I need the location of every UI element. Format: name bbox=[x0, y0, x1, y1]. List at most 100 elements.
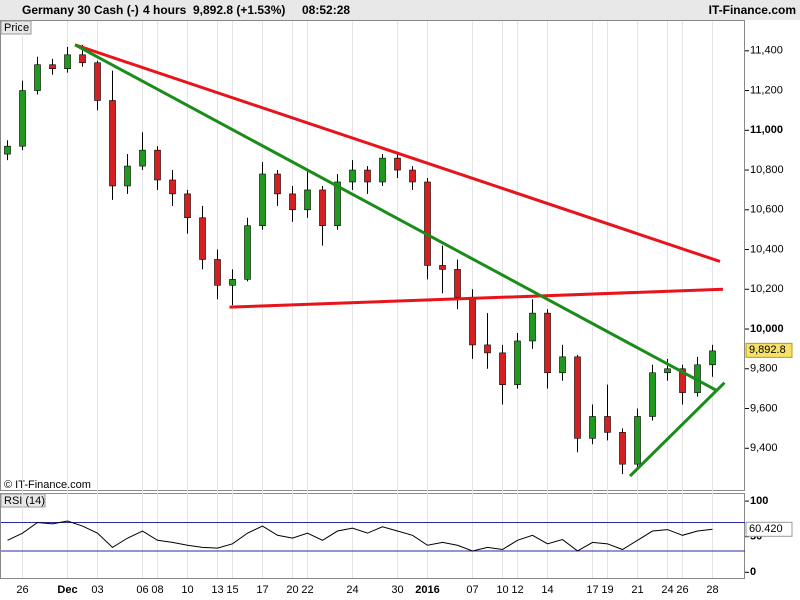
x-tick-label: 30 bbox=[391, 584, 403, 596]
x-tick-label: 12 bbox=[511, 584, 523, 596]
y-tick-label: 11,400 bbox=[750, 45, 783, 57]
last-price-box bbox=[745, 342, 793, 358]
candle-body bbox=[109, 100, 116, 187]
candle-body bbox=[154, 149, 161, 181]
rsi-line bbox=[7, 520, 713, 552]
x-tick-label: 17 bbox=[586, 584, 598, 596]
price-frame bbox=[0, 20, 745, 491]
y-tick-label: 11,000 bbox=[750, 124, 783, 136]
x-tick-label: 20 bbox=[286, 584, 298, 596]
candle-body bbox=[139, 149, 146, 167]
instrument: Germany 30 Cash (-) bbox=[22, 3, 139, 17]
y-tick-label: 10,000 bbox=[750, 323, 784, 335]
x-tick-label: 15 bbox=[226, 584, 238, 596]
candle-body bbox=[124, 165, 131, 187]
interval: 4 hours bbox=[143, 3, 187, 17]
x-tick-label: 26 bbox=[676, 584, 688, 596]
candle-body bbox=[319, 189, 326, 226]
candle-body bbox=[169, 179, 176, 195]
y-tick-label: 11,200 bbox=[750, 84, 783, 96]
x-tick-label: 10 bbox=[181, 584, 193, 596]
candle-body bbox=[49, 64, 56, 69]
last-price-label: 9,892.8 bbox=[749, 344, 786, 356]
x-tick-label: 2016 bbox=[415, 584, 439, 596]
x-tick-label: 17 bbox=[256, 584, 268, 596]
candle-body bbox=[679, 368, 686, 393]
candle-body bbox=[4, 145, 11, 155]
candle-body bbox=[349, 169, 356, 183]
last-rsi-label: 60.420 bbox=[749, 523, 783, 535]
y-tick-label: 100 bbox=[750, 495, 768, 507]
candle-body bbox=[394, 157, 401, 171]
trendline bbox=[229, 287, 724, 309]
candle-body bbox=[19, 90, 26, 147]
rsi-frame bbox=[0, 493, 745, 579]
candle-body bbox=[94, 62, 101, 101]
candle-body bbox=[499, 352, 506, 385]
x-tick-label: 24 bbox=[346, 584, 358, 596]
candle-body bbox=[259, 173, 266, 226]
candle-body bbox=[289, 193, 296, 211]
trendline bbox=[74, 43, 718, 392]
candle-body bbox=[334, 181, 341, 226]
credit: © IT-Finance.com bbox=[4, 479, 91, 491]
y-tick-label: 10,400 bbox=[750, 243, 784, 255]
candle-body bbox=[589, 416, 596, 439]
candle-body bbox=[424, 181, 431, 266]
brand: IT-Finance.com bbox=[709, 3, 796, 17]
header-bar bbox=[0, 0, 800, 20]
candle-body bbox=[244, 225, 251, 280]
candle-body bbox=[664, 368, 671, 374]
x-tick-label: 26 bbox=[16, 584, 28, 596]
candle-body bbox=[379, 157, 386, 183]
candle-body bbox=[214, 259, 221, 286]
last-rsi-box bbox=[745, 521, 793, 537]
y-tick-label: 9,400 bbox=[750, 442, 778, 454]
x-tick-label: 22 bbox=[301, 584, 313, 596]
x-tick-label: 06 bbox=[136, 584, 148, 596]
x-tick-label: 28 bbox=[706, 584, 718, 596]
candle-body bbox=[199, 217, 206, 260]
time: 08:52:28 bbox=[302, 3, 350, 17]
x-tick-label: 19 bbox=[601, 584, 613, 596]
x-tick-label: 14 bbox=[541, 584, 553, 596]
x-tick-label: 07 bbox=[466, 584, 478, 596]
y-tick-label: 0 bbox=[750, 566, 756, 578]
rsi-label: RSI (14) bbox=[4, 495, 45, 507]
y-tick-label: 10,600 bbox=[750, 204, 784, 216]
x-tick-label: 13 bbox=[211, 584, 223, 596]
candle-body bbox=[34, 64, 41, 91]
candle-body bbox=[634, 416, 641, 465]
candle-body bbox=[484, 344, 491, 354]
x-tick-label: 10 bbox=[496, 584, 508, 596]
candle-body bbox=[574, 356, 581, 439]
y-tick-label: 10,800 bbox=[750, 164, 784, 176]
candle-body bbox=[469, 296, 476, 346]
trendline bbox=[74, 43, 721, 263]
candle-body bbox=[229, 279, 236, 286]
candle-body bbox=[409, 169, 416, 183]
candle-body bbox=[364, 169, 371, 183]
quote: 9,892.8 (+1.53%) bbox=[193, 3, 285, 17]
candle-body bbox=[529, 312, 536, 342]
y-tick-label: 9,800 bbox=[750, 363, 778, 375]
candle-body bbox=[604, 416, 611, 433]
candle-body bbox=[709, 350, 716, 366]
candle-body bbox=[439, 265, 446, 270]
price-label-box bbox=[0, 20, 32, 35]
price-label: Price bbox=[4, 22, 29, 34]
candle-body bbox=[649, 372, 656, 417]
y-tick-label: 10,200 bbox=[750, 283, 784, 295]
candle-body bbox=[64, 54, 71, 69]
y-tick-label: 9,600 bbox=[750, 402, 778, 414]
candle-body bbox=[79, 54, 86, 64]
candle-body bbox=[304, 189, 311, 211]
candle-body bbox=[559, 356, 566, 374]
x-tick-label: Dec bbox=[57, 584, 77, 596]
x-tick-label: 21 bbox=[631, 584, 643, 596]
candle-body bbox=[454, 269, 461, 298]
x-tick-label: 24 bbox=[661, 584, 673, 596]
x-tick-label: 08 bbox=[151, 584, 163, 596]
